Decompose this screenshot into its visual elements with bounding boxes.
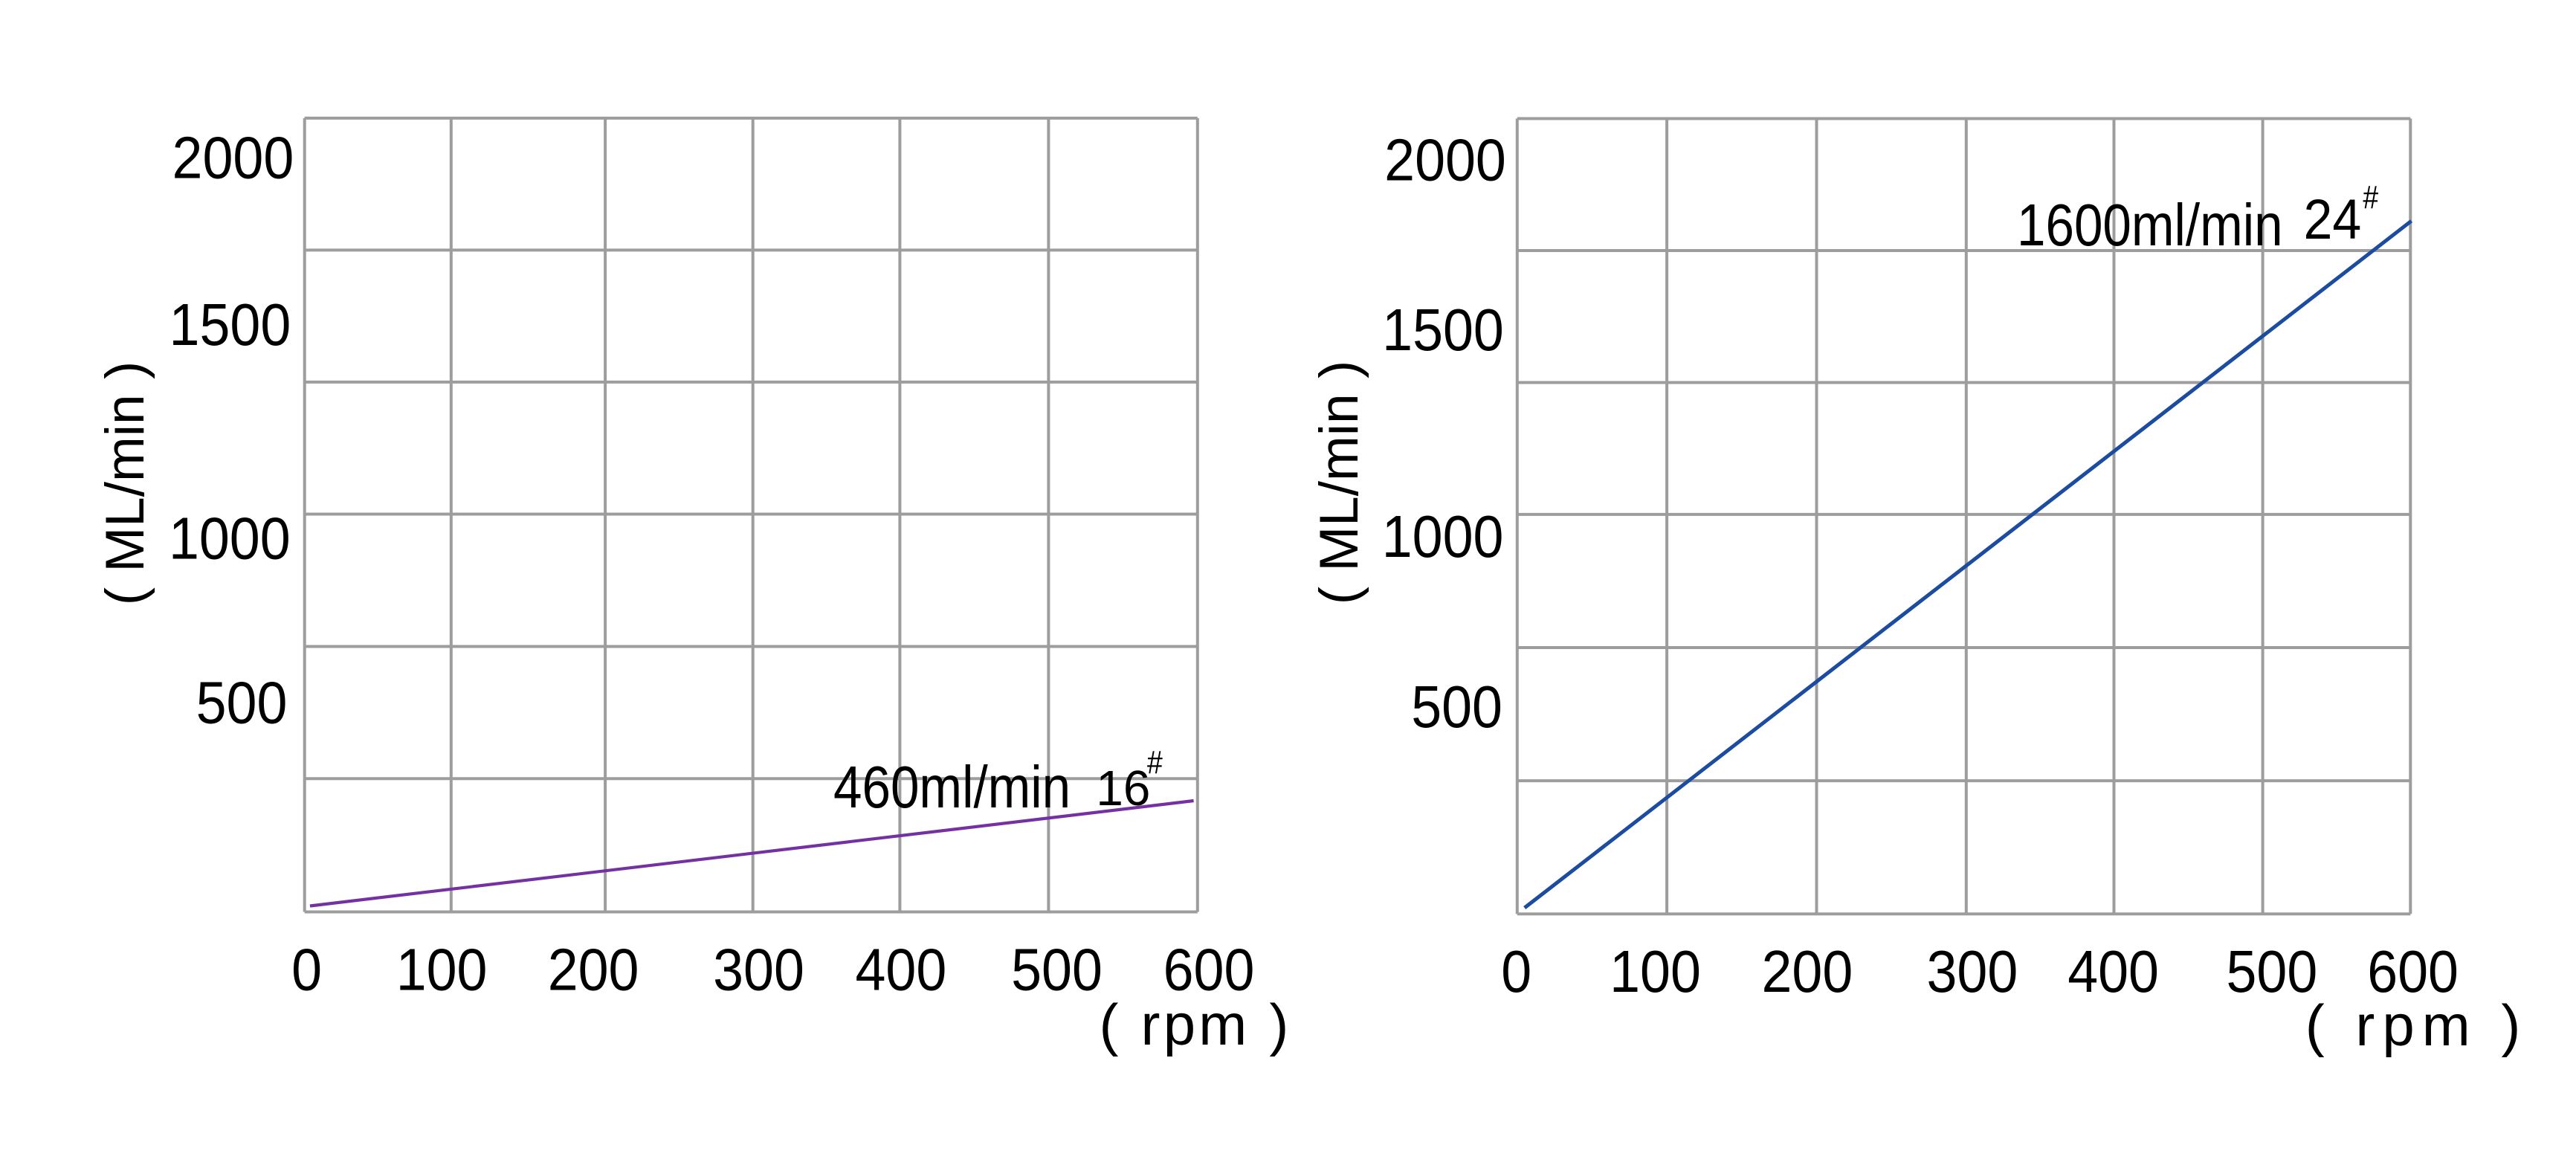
svg-text:( ML/min ): ( ML/min ) xyxy=(1309,361,1369,605)
svg-text:200: 200 xyxy=(548,937,639,1004)
svg-text:0: 0 xyxy=(1501,938,1531,1005)
svg-text:( rpm ): ( rpm ) xyxy=(1099,992,1291,1057)
svg-text:600: 600 xyxy=(1163,937,1255,1004)
svg-text:( rpm ): ( rpm ) xyxy=(2305,993,2528,1058)
svg-text:500: 500 xyxy=(196,670,288,737)
svg-text:460ml/min: 460ml/min xyxy=(833,753,1071,820)
svg-text:#: # xyxy=(1147,743,1163,781)
svg-text:24: 24 xyxy=(2304,188,2362,251)
svg-text:1600ml/min: 1600ml/min xyxy=(2017,191,2283,258)
svg-text:300: 300 xyxy=(713,937,804,1004)
svg-text:500: 500 xyxy=(1011,937,1103,1004)
svg-text:500: 500 xyxy=(2227,938,2318,1005)
svg-text:0: 0 xyxy=(291,937,322,1004)
svg-text:100: 100 xyxy=(1610,938,1701,1005)
svg-text:( ML/min ): ( ML/min ) xyxy=(95,361,155,606)
svg-text:500: 500 xyxy=(1411,674,1502,741)
svg-text:16: 16 xyxy=(1096,761,1150,816)
svg-text:#: # xyxy=(2363,178,2378,216)
svg-text:1000: 1000 xyxy=(169,506,291,572)
svg-text:1500: 1500 xyxy=(1382,297,1504,364)
svg-text:200: 200 xyxy=(1762,938,1853,1005)
svg-text:1500: 1500 xyxy=(170,291,291,358)
svg-text:400: 400 xyxy=(856,937,947,1004)
svg-text:2000: 2000 xyxy=(172,125,294,192)
svg-text:1000: 1000 xyxy=(1382,503,1504,570)
svg-text:600: 600 xyxy=(2367,938,2459,1005)
svg-text:100: 100 xyxy=(396,937,488,1004)
svg-text:2000: 2000 xyxy=(1384,126,1506,193)
svg-text:300: 300 xyxy=(1927,938,2018,1005)
svg-text:400: 400 xyxy=(2067,938,2159,1005)
